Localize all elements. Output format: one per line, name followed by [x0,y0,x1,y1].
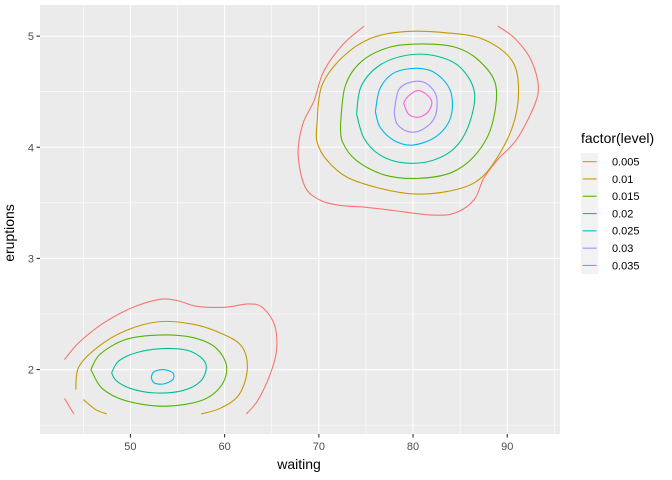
y-tick-label: 5 [28,31,34,43]
x-axis: 50 60 70 80 90 [124,434,513,453]
contour-line-0.025 [374,67,454,146]
contour-line-0.01 [75,320,248,415]
contour-lines [64,25,539,415]
x-tick-label: 60 [219,441,231,453]
contour-line-0.025 [150,368,175,385]
contour-line-0.005 [64,398,75,415]
contour-line-0.02 [355,53,476,164]
legend-label: 0.03 [612,243,633,255]
contour-line-0.005 [297,25,539,216]
grid-minor [40,5,560,434]
contour-line-0.015 [90,334,228,407]
legend-label: 0.005 [612,157,640,169]
legend-title: factor(level) [581,130,654,146]
x-tick-label: 70 [313,441,325,453]
legend-label: 0.02 [612,208,633,220]
contour-line-0.01 [82,399,108,415]
contour-line-0.015 [339,43,498,180]
legend-label: 0.025 [612,226,640,238]
contour-line-0.005 [64,298,278,415]
y-axis-title: eruptions [1,204,17,262]
legend: factor(level) 0.005 0.01 0.015 0.02 0.025 0.0… [581,130,654,275]
x-tick-label: 50 [124,441,136,453]
legend-label: 0.035 [612,260,640,272]
panel-background [40,5,560,434]
y-axis: 2 3 4 5 [28,31,40,377]
legend-label: 0.01 [612,174,633,186]
x-axis-title: waiting [276,456,321,472]
contour-line-0.03 [393,80,438,133]
x-tick-label: 90 [501,441,513,453]
contour-line-0.01 [315,30,520,195]
y-tick-label: 2 [28,365,34,377]
legend-label: 0.015 [612,191,640,203]
y-tick-label: 4 [28,142,34,154]
y-tick-label: 3 [28,253,34,265]
contour-line-0.035 [403,90,433,118]
contour-line-0.02 [111,347,207,394]
x-tick-label: 80 [407,441,419,453]
